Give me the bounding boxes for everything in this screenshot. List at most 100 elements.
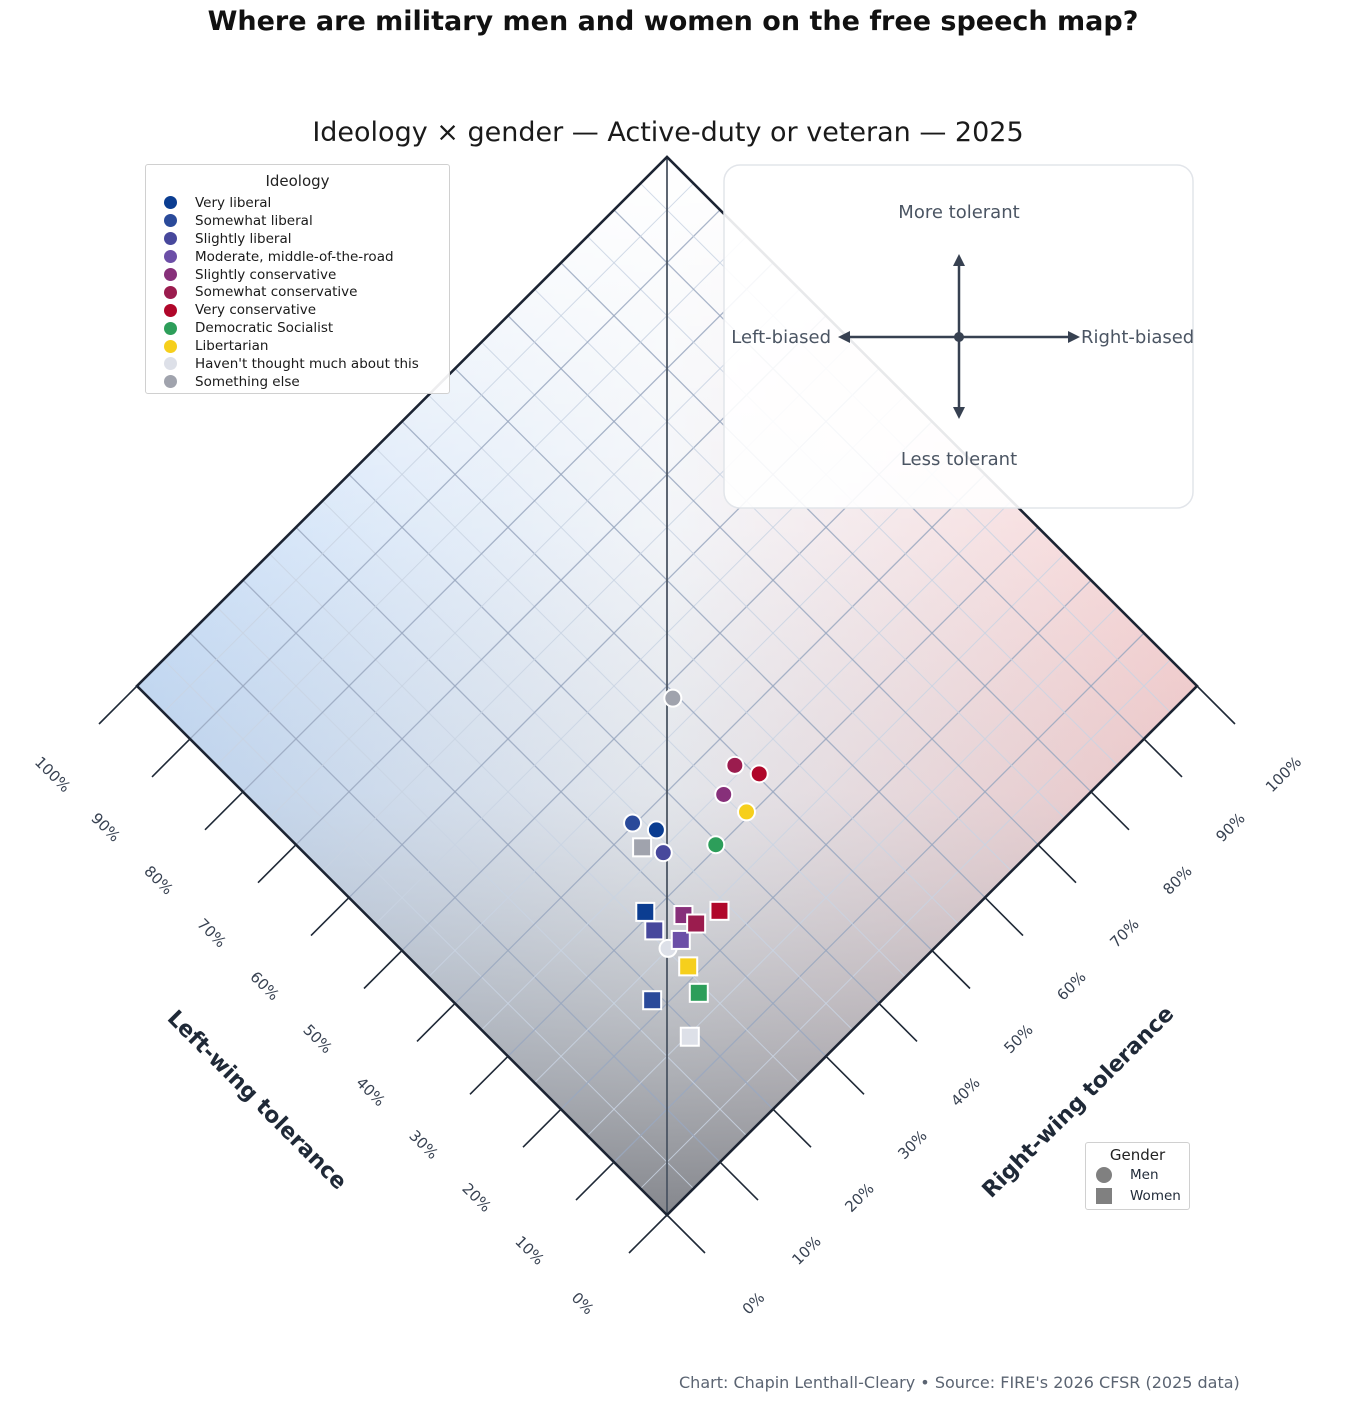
y-tick <box>1143 738 1183 778</box>
circle-marker-icon <box>1096 1166 1112 1183</box>
x-tick <box>310 897 350 937</box>
x-tick-label: 10% <box>511 1232 547 1268</box>
x-tick-label: 0% <box>568 1289 598 1319</box>
legend-swatch <box>164 214 177 228</box>
x-tick-label: 100% <box>31 753 74 796</box>
point-women <box>642 990 663 1011</box>
legend-item: Democratic Socialist <box>164 319 449 337</box>
point-men <box>737 802 756 822</box>
gender-legend-men: Men <box>1086 1164 1189 1185</box>
grid-line <box>481 341 1012 872</box>
legend-item: Something else <box>164 373 449 391</box>
legend-swatch <box>164 268 177 281</box>
legend-swatch <box>164 321 177 335</box>
point-women <box>686 913 707 934</box>
x-tick-label: 40% <box>352 1074 388 1110</box>
grid-line <box>507 315 1039 846</box>
legend-label: Something else <box>195 373 300 390</box>
legend-swatch <box>164 285 177 299</box>
point-women <box>670 929 691 950</box>
legend-item: Libertarian <box>164 337 449 355</box>
gender-legend-title: Gender <box>1109 1146 1166 1164</box>
x-tick <box>628 1214 668 1254</box>
arrowhead-up-icon <box>953 254 965 266</box>
legend-label: Democratic Socialist <box>195 320 334 337</box>
x-tick <box>257 844 297 884</box>
y-tick-label: 90% <box>1212 809 1248 845</box>
legend-item: Somewhat liberal <box>164 212 449 230</box>
arrowhead-left-icon <box>838 331 850 343</box>
legend-label: Very liberal <box>195 194 272 211</box>
gender-legend: Gender Men Women <box>1085 1142 1190 1210</box>
legend-label: Moderate, middle-of-the-road <box>195 248 394 265</box>
source-credit: Chart: Chapin Lenthall-Cleary • Source: … <box>679 1373 1240 1392</box>
legend-swatch <box>164 232 177 246</box>
legend-item: Very conservative <box>164 301 449 319</box>
legend-label: Libertarian <box>195 338 269 355</box>
x-tick <box>363 949 403 990</box>
orientation-key: More tolerant Less tolerant Left-biased … <box>723 164 1194 509</box>
y-tick <box>1090 791 1130 831</box>
y-tick-label: 100% <box>1262 753 1305 796</box>
point-men <box>646 820 666 840</box>
y-tick-label: 50% <box>1000 1021 1036 1057</box>
legend-item: Moderate, middle-of-the-road <box>164 248 449 266</box>
legend-item: Haven't thought much about this <box>164 355 449 373</box>
y-tick <box>772 1108 812 1148</box>
legend-label: Slightly liberal <box>195 230 292 247</box>
legend-swatch <box>164 339 177 353</box>
ideology-legend: Ideology Very liberal Somewhat liberal Sli… <box>145 164 450 394</box>
x-tick-label: 80% <box>140 862 176 898</box>
y-tick-label: 30% <box>894 1127 930 1163</box>
point-men <box>663 688 683 708</box>
y-tick <box>984 897 1024 937</box>
legend-label: Somewhat conservative <box>195 284 358 301</box>
x-tick-label: 20% <box>458 1180 494 1216</box>
gender-women-label: Women <box>1130 1187 1181 1204</box>
point-women <box>688 982 709 1003</box>
y-tick-label: 70% <box>1106 915 1142 951</box>
legend-label: Haven't thought much about this <box>195 355 419 372</box>
point-women <box>678 956 699 977</box>
point-women <box>679 1026 700 1047</box>
legend-item: Slightly conservative <box>164 266 449 284</box>
y-tick <box>719 1161 759 1201</box>
key-left-label: Left-biased <box>731 327 831 348</box>
grid-line <box>428 394 959 925</box>
page-title: Where are military men and women on the … <box>207 6 1139 37</box>
point-men <box>623 813 643 833</box>
point-men <box>706 835 726 855</box>
legend-item: Slightly liberal <box>164 230 449 248</box>
point-women <box>644 920 665 941</box>
gender-men-label: Men <box>1130 1166 1159 1183</box>
x-tick <box>416 1002 456 1042</box>
key-right-label: Right-biased <box>1081 327 1194 348</box>
point-women <box>709 900 730 921</box>
legend-item: Somewhat conservative <box>164 283 449 301</box>
legend-label: Somewhat liberal <box>195 212 313 229</box>
data-points <box>623 688 769 1047</box>
point-men <box>714 784 734 804</box>
grid-line <box>454 368 986 899</box>
plot-frame <box>135 155 1199 1217</box>
y-tick-label: 80% <box>1159 862 1195 898</box>
legend-list: Very liberal Somewhat liberal Slightly lib… <box>146 194 449 391</box>
x-tick-label: 60% <box>246 968 282 1004</box>
grid-line <box>534 288 1065 819</box>
diamond-frame <box>135 155 1199 1217</box>
chart-subtitle: Ideology × gender — Active-duty or veter… <box>312 117 1024 148</box>
y-tick-label: 60% <box>1053 968 1089 1004</box>
legend-swatch <box>164 357 177 371</box>
legend-swatch <box>164 303 177 317</box>
legend-swatch <box>164 196 177 210</box>
point-men <box>725 755 745 775</box>
arrowhead-down-icon <box>953 407 965 419</box>
x-tick-label: 70% <box>193 915 229 951</box>
y-tick <box>825 1055 865 1095</box>
legend-swatch <box>164 375 177 389</box>
point-men <box>749 764 769 784</box>
arrowhead-right-icon <box>1068 331 1080 343</box>
y-tick <box>1037 844 1077 884</box>
key-top-label: More tolerant <box>898 202 1019 223</box>
